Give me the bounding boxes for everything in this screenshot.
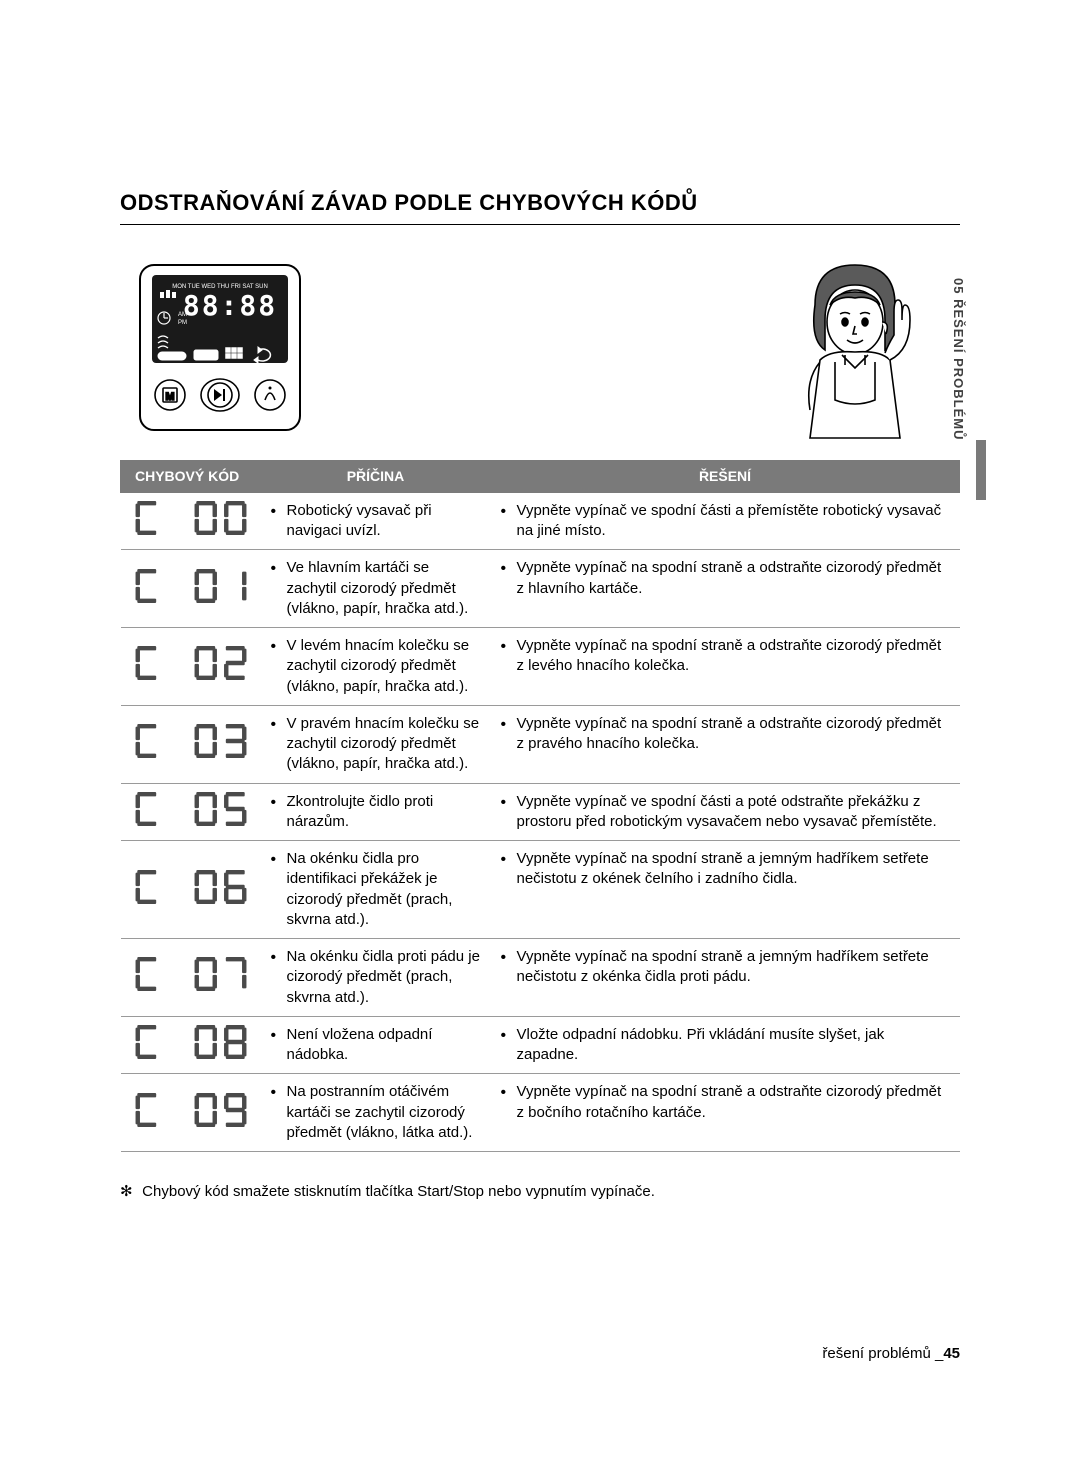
- side-tab-marker: [976, 440, 986, 500]
- solution-text: Vypněte vypínač ve spodní části a poté o…: [501, 792, 950, 833]
- solution-text: Vypněte vypínač na spodní straně a odstr…: [501, 636, 950, 677]
- cause-text: Zkontrolujte čidlo proti nárazům.: [271, 792, 481, 833]
- solution-cell: Vypněte vypínač na spodní straně a jemný…: [491, 939, 960, 1017]
- person-illustration: [760, 250, 950, 440]
- solution-cell: Vypněte vypínač ve spodní části a poté o…: [491, 783, 960, 841]
- solution-text: Vypněte vypínač na spodní straně a jemný…: [501, 947, 950, 988]
- footer-text: řešení problémů _: [822, 1345, 943, 1362]
- solution-cell: Vypněte vypínač ve spodní části a přemís…: [491, 492, 960, 550]
- solution-text: Vložte odpadní nádobku. Při vkládání mus…: [501, 1025, 950, 1066]
- footnote-text: Chybový kód smažete stisknutím tlačítka …: [142, 1183, 655, 1200]
- error-code-cell: [121, 841, 261, 939]
- side-tab: 05 ŘEŠENÍ PROBLÉMŮ: [947, 270, 986, 500]
- footnote-mark: ✻: [120, 1182, 138, 1200]
- cause-text: V pravém hnacím kolečku se zachytil cizo…: [271, 714, 481, 775]
- solution-cell: Vypněte vypínač na spodní straně a odstr…: [491, 550, 960, 628]
- cause-text: Na postranním otáčivém kartáči se zachyt…: [271, 1082, 481, 1143]
- page-footer: řešení problémů _45: [822, 1345, 960, 1362]
- cause-cell: Na okénku čidla pro identifikaci překáže…: [261, 841, 491, 939]
- cause-text: Ve hlavním kartáči se zachytil cizorodý …: [271, 558, 481, 619]
- solution-cell: Vložte odpadní nádobku. Při vkládání mus…: [491, 1016, 960, 1074]
- error-code-cell: [121, 1074, 261, 1152]
- svg-text:AM: AM: [178, 312, 187, 318]
- cause-text: Na okénku čidla proti pádu je cizorodý p…: [271, 947, 481, 1008]
- table-row: Na okénku čidla pro identifikaci překáže…: [121, 841, 960, 939]
- col-code: CHYBOVÝ KÓD: [121, 461, 261, 493]
- solution-cell: Vypněte vypínač na spodní straně a odstr…: [491, 628, 960, 706]
- table-row: Na postranním otáčivém kartáči se zachyt…: [121, 1074, 960, 1152]
- cause-cell: Ve hlavním kartáči se zachytil cizorodý …: [261, 550, 491, 628]
- col-solution: ŘEŠENÍ: [491, 461, 960, 493]
- cause-text: V levém hnacím kolečku se zachytil cizor…: [271, 636, 481, 697]
- solution-text: Vypněte vypínač ve spodní části a přemís…: [501, 501, 950, 542]
- solution-cell: Vypněte vypínač na spodní straně a jemný…: [491, 841, 960, 939]
- solution-text: Vypněte vypínač na spodní straně a odstr…: [501, 1082, 950, 1123]
- error-code-table: CHYBOVÝ KÓD PŘÍČINA ŘEŠENÍ Robotický vys…: [120, 460, 960, 1152]
- table-row: V levém hnacím kolečku se zachytil cizor…: [121, 628, 960, 706]
- footer-page-number: 45: [943, 1345, 960, 1362]
- cause-cell: Na okénku čidla proti pádu je cizorodý p…: [261, 939, 491, 1017]
- solution-text: Vypněte vypínač na spodní straně a jemný…: [501, 849, 950, 890]
- col-cause: PŘÍČINA: [261, 461, 491, 493]
- table-row: Robotický vysavač při navigaci uvízl. Vyp…: [121, 492, 960, 550]
- error-code-cell: [121, 492, 261, 550]
- side-tab-label: 05 ŘEŠENÍ PROBLÉMŮ: [947, 270, 970, 500]
- table-row: Na okénku čidla proti pádu je cizorodý p…: [121, 939, 960, 1017]
- table-row: Není vložena odpadní nádobka. Vložte odpa…: [121, 1016, 960, 1074]
- cause-cell: V levém hnacím kolečku se zachytil cizor…: [261, 628, 491, 706]
- error-code-cell: [121, 783, 261, 841]
- svg-text:88:88: 88:88: [183, 289, 277, 322]
- svg-text:PM: PM: [178, 320, 187, 326]
- error-code-cell: [121, 550, 261, 628]
- table-row: Ve hlavním kartáči se zachytil cizorodý …: [121, 550, 960, 628]
- cause-text: Robotický vysavač při navigaci uvízl.: [271, 501, 481, 542]
- svg-text:AUTO: AUTO: [198, 353, 215, 359]
- cause-cell: Robotický vysavač při navigaci uvízl.: [261, 492, 491, 550]
- cause-cell: Zkontrolujte čidlo proti nárazům.: [261, 783, 491, 841]
- illustration-row: MON TUE WED THU FRI SAT SUN 88:88 AM PM …: [120, 250, 960, 440]
- remote-diagram: MON TUE WED THU FRI SAT SUN 88:88 AM PM …: [130, 260, 310, 440]
- error-code-cell: [121, 628, 261, 706]
- cause-cell: Není vložena odpadní nádobka.: [261, 1016, 491, 1074]
- table-row: V pravém hnacím kolečku se zachytil cizo…: [121, 705, 960, 783]
- svg-text:TURBO: TURBO: [163, 354, 181, 360]
- svg-text:M: M: [165, 391, 174, 403]
- cause-text: Není vložena odpadní nádobka.: [271, 1025, 481, 1066]
- cause-text: Na okénku čidla pro identifikaci překáže…: [271, 849, 481, 930]
- page-heading: ODSTRAŇOVÁNÍ ZÁVAD PODLE CHYBOVÝCH KÓDŮ: [120, 190, 960, 225]
- solution-cell: Vypněte vypínač na spodní straně a odstr…: [491, 1074, 960, 1152]
- error-code-cell: [121, 705, 261, 783]
- footnote: ✻ Chybový kód smažete stisknutím tlačítk…: [120, 1182, 960, 1200]
- cause-cell: V pravém hnacím kolečku se zachytil cizo…: [261, 705, 491, 783]
- solution-text: Vypněte vypínač na spodní straně a odstr…: [501, 558, 950, 599]
- solution-text: Vypněte vypínač na spodní straně a odstr…: [501, 714, 950, 755]
- solution-cell: Vypněte vypínač na spodní straně a odstr…: [491, 705, 960, 783]
- error-code-cell: [121, 939, 261, 1017]
- table-row: Zkontrolujte čidlo proti nárazům. Vypněte…: [121, 783, 960, 841]
- cause-cell: Na postranním otáčivém kartáči se zachyt…: [261, 1074, 491, 1152]
- error-code-cell: [121, 1016, 261, 1074]
